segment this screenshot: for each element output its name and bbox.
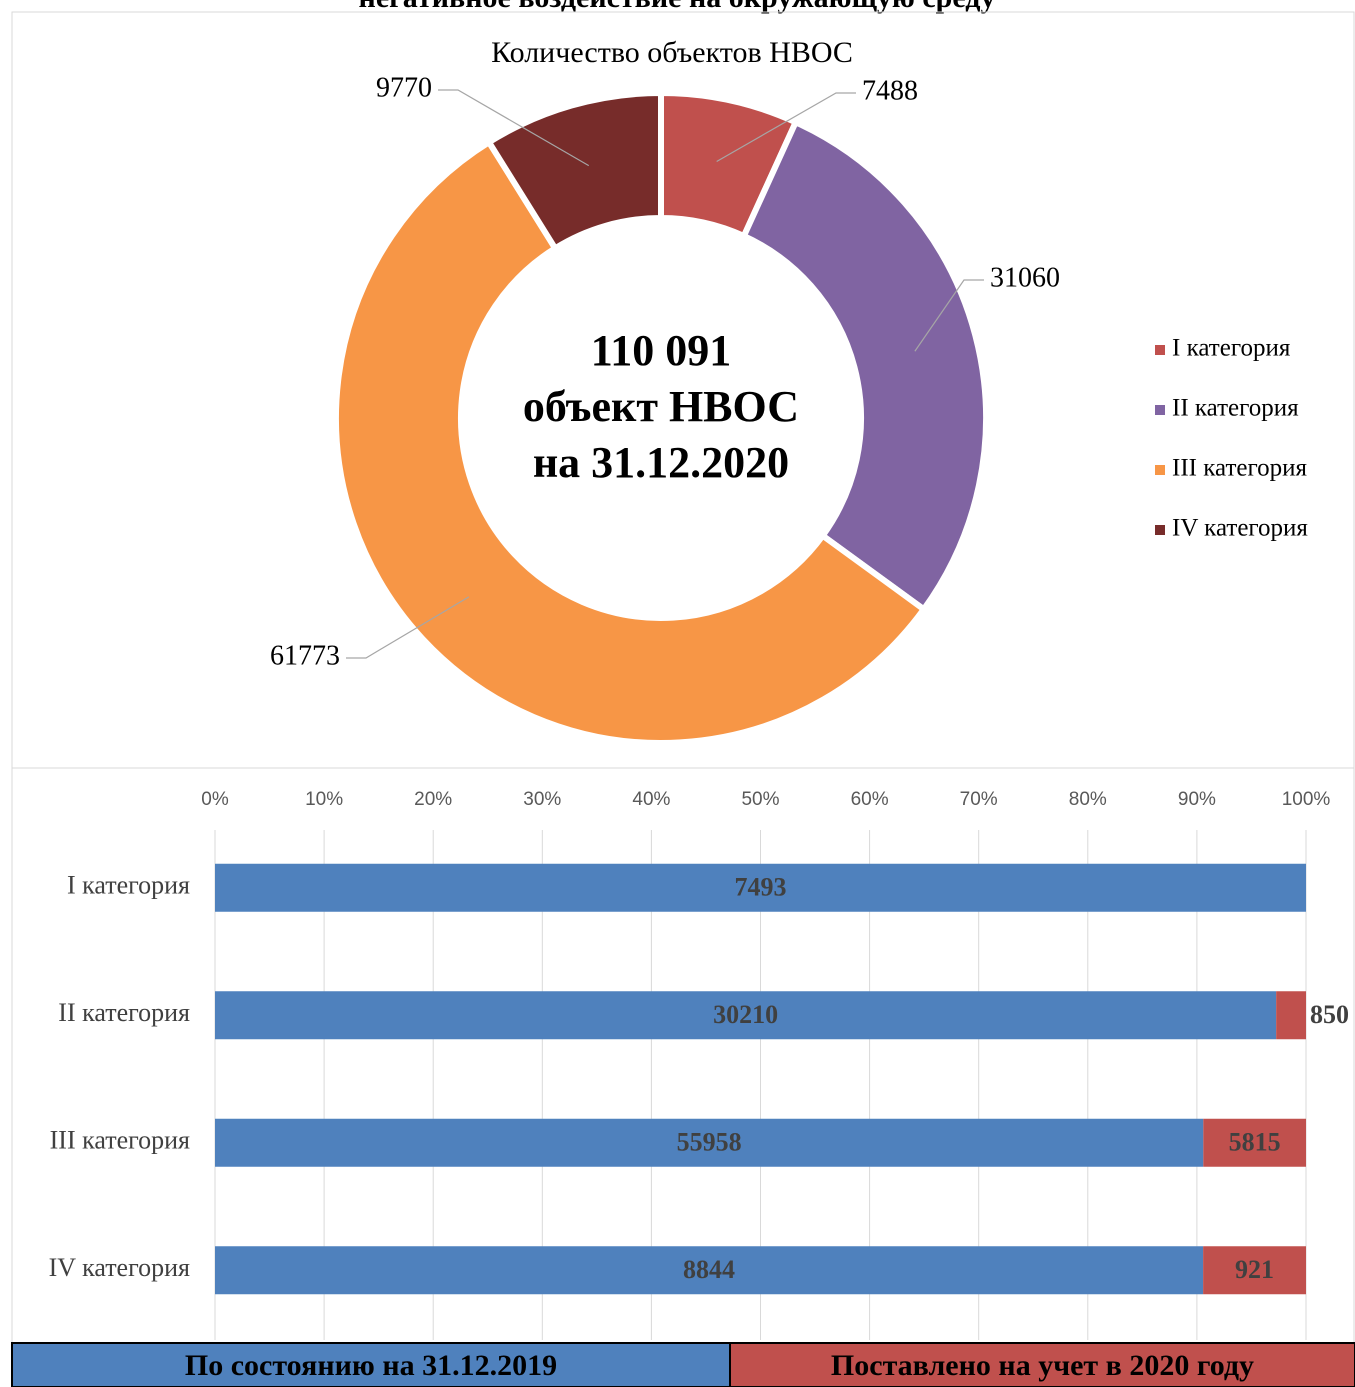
chart-title: Количество объектов НВОС	[491, 36, 853, 69]
y-tick-label: I категория	[67, 871, 190, 900]
x-tick-label: 10%	[305, 789, 343, 810]
legend-label: По состоянию на 31.12.2019	[185, 1349, 557, 1382]
donut-slice	[333, 138, 928, 746]
data-label: 7493	[735, 873, 787, 902]
x-tick-label: 80%	[1069, 789, 1107, 810]
x-tick-label: 40%	[632, 789, 670, 810]
data-label: 850	[1310, 1000, 1349, 1029]
bar-segment	[215, 1118, 1204, 1167]
bar-segment	[1276, 991, 1306, 1040]
bar-segment	[1203, 1118, 1306, 1167]
leader-line	[914, 279, 984, 352]
x-tick-label: 0%	[201, 789, 229, 810]
x-tick-label: 30%	[523, 789, 561, 810]
x-tick-label: 50%	[741, 789, 779, 810]
figure-title: негативное воздействие на окружающую сре…	[359, 0, 996, 14]
x-tick-label: 90%	[1178, 789, 1216, 810]
legend-swatch	[1155, 345, 1165, 355]
x-tick-label: 20%	[414, 789, 452, 810]
y-tick-label: III категория	[50, 1126, 190, 1155]
center-text: 110 091	[591, 326, 732, 375]
x-tick-label: 60%	[851, 789, 889, 810]
data-label: 31060	[990, 262, 1060, 293]
leader-line	[346, 596, 470, 659]
donut-slice	[739, 118, 989, 614]
legend-label: I категория	[1172, 335, 1291, 362]
x-tick-label: 70%	[960, 789, 998, 810]
leader-line	[438, 89, 590, 167]
data-label: 30210	[713, 1000, 778, 1029]
data-label: 7488	[862, 75, 918, 106]
center-text: на 31.12.2020	[533, 438, 789, 487]
data-label: 5815	[1229, 1128, 1281, 1157]
y-tick-label: II категория	[58, 998, 190, 1027]
leader-line	[716, 92, 856, 162]
x-tick-label: 100%	[1282, 789, 1331, 810]
data-label: 61773	[270, 640, 340, 671]
legend-label: IV категория	[1172, 515, 1308, 542]
donut-slice	[484, 89, 664, 253]
bar-segment	[215, 863, 1306, 912]
y-tick-label: IV категория	[49, 1253, 190, 1282]
data-label: 9770	[376, 72, 432, 103]
legend-label: III категория	[1172, 455, 1307, 482]
data-label: 55958	[677, 1128, 742, 1157]
legend-swatch	[11, 1342, 731, 1387]
bar-segment	[215, 991, 1277, 1040]
legend-swatch	[1155, 465, 1165, 475]
center-text: объект НВОС	[523, 382, 799, 431]
bar-segment	[215, 1246, 1204, 1295]
data-label: 8844	[683, 1255, 735, 1284]
legend-label: II категория	[1172, 395, 1299, 422]
legend-label: Поставлено на учет в 2020 году	[831, 1349, 1254, 1382]
bar-segment	[1203, 1246, 1306, 1295]
legend-swatch	[1155, 405, 1165, 415]
legend-swatch	[729, 1342, 1355, 1387]
data-label: 921	[1235, 1255, 1274, 1284]
legend-swatch	[1155, 525, 1165, 535]
